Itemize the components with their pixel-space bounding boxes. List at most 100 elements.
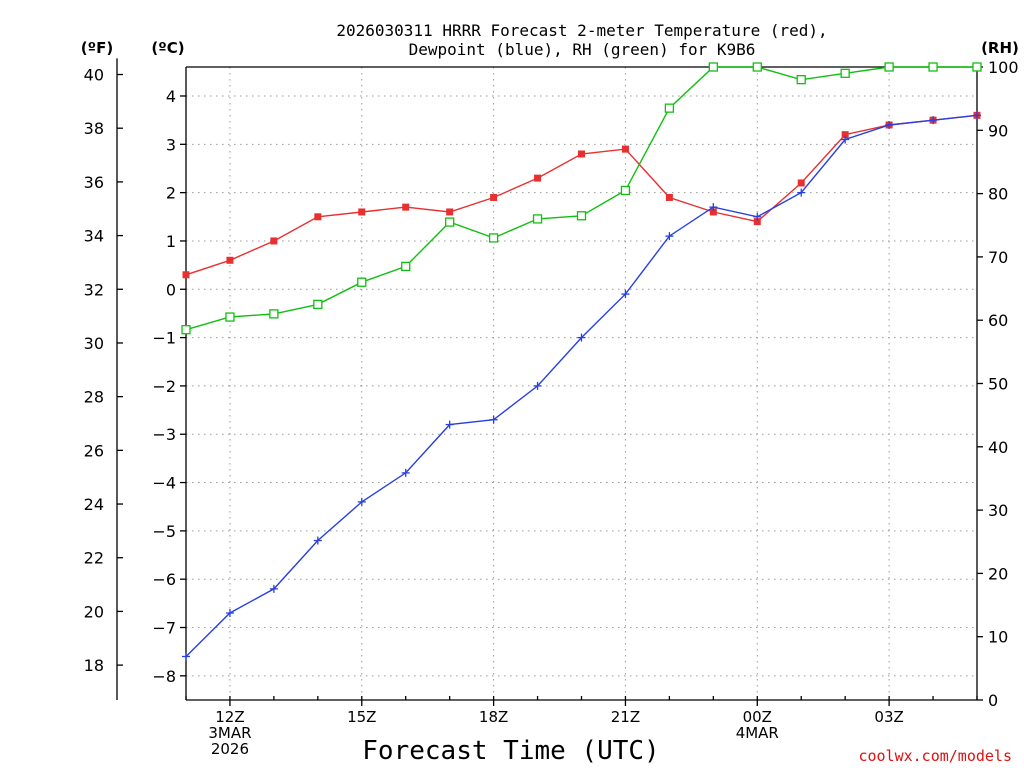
x-tick-label: 2026: [211, 740, 249, 758]
x-axis-label: Forecast Time (UTC): [362, 736, 659, 766]
credit-link[interactable]: coolwx.com/models: [858, 747, 1012, 765]
temperature-point: [753, 218, 761, 226]
x-tick-label: 18Z: [479, 708, 508, 726]
x-tick-label: 00Z: [743, 708, 772, 726]
rh-point: [313, 299, 323, 310]
rh-tick-label: 100: [988, 58, 1019, 77]
fahrenheit-tick-label: 36: [84, 173, 104, 192]
celsius-tick-label: 0: [166, 280, 176, 299]
dewpoint-point: [489, 415, 498, 424]
dewpoint-point: [621, 290, 630, 299]
x-tick-label: 12Z: [215, 708, 244, 726]
dewpoint-point: [357, 497, 366, 506]
rh-point: [928, 62, 938, 72]
temperature-point: [446, 208, 454, 216]
fahrenheit-tick-label: 18: [84, 656, 104, 675]
celsius-tick-label: −6: [152, 570, 176, 589]
temperature-point: [270, 237, 278, 245]
x-tick-label: 4MAR: [736, 724, 779, 742]
temperature-point: [578, 150, 585, 158]
fahrenheit-tick-label: 34: [84, 227, 104, 246]
temperature-point: [226, 256, 234, 264]
x-tick-label: 15Z: [347, 708, 376, 726]
celsius-tick-label: −2: [152, 377, 176, 396]
rh-tick-label: 40: [988, 438, 1008, 457]
celsius-tick-label: −1: [152, 329, 176, 348]
temperature-point: [709, 208, 717, 216]
temperature-point: [665, 193, 673, 201]
ticks-layer: 43210−1−2−3−4−5−6−7−84038363432302826242…: [84, 58, 1019, 758]
rh-point: [401, 261, 411, 272]
temperature-point: [314, 213, 322, 221]
temperature-series-line: [185, 114, 978, 276]
celsius-tick-label: −7: [152, 619, 176, 638]
fahrenheit-tick-label: 24: [84, 495, 104, 514]
rh-point: [708, 62, 718, 72]
dewpoint-point: [533, 381, 542, 390]
temperature-point: [358, 208, 366, 216]
celsius-tick-label: −4: [152, 474, 176, 493]
celsius-tick-label: 4: [166, 87, 176, 106]
rh-point: [357, 277, 367, 287]
fahrenheit-tick-label: 40: [84, 66, 104, 85]
dewpoint-point: [665, 232, 674, 241]
celsius-tick-label: −8: [152, 667, 176, 686]
dewpoint-point: [313, 536, 322, 545]
celsius-tick-label: 1: [166, 232, 176, 251]
fahrenheit-tick-label: 26: [84, 441, 104, 460]
rh-point: [840, 68, 850, 78]
rh-point: [225, 312, 235, 322]
fahrenheit-tick-label: 32: [84, 280, 104, 299]
fahrenheit-tick-label: 30: [84, 334, 104, 353]
dewpoint-point: [929, 116, 938, 125]
x-tick-label: 3MAR: [208, 724, 251, 742]
temperature-point: [534, 174, 542, 182]
temperature-point: [797, 179, 805, 187]
rh-tick-label: 70: [988, 248, 1008, 267]
rh-unit-label: (RH): [981, 39, 1019, 57]
fahrenheit-tick-label: 22: [84, 549, 104, 568]
rh-point: [576, 211, 587, 221]
celsius-tick-label: 3: [166, 135, 176, 154]
rh-point: [445, 217, 455, 227]
fahrenheit-unit-label: (ºF): [81, 39, 113, 57]
rh-tick-label: 90: [988, 121, 1008, 140]
chart-title-line-1: 2026030311 HRRR Forecast 2-meter Tempera…: [336, 21, 827, 40]
x-tick-label: 21Z: [611, 708, 640, 726]
rh-tick-label: 80: [988, 185, 1008, 204]
fahrenheit-tick-label: 20: [84, 602, 104, 621]
chart-title-line-2: Dewpoint (blue), RH (green) for K9B6: [409, 40, 756, 59]
celsius-tick-label: −5: [152, 522, 176, 541]
dewpoint-point: [709, 203, 718, 212]
rh-point: [532, 214, 543, 224]
dewpoint-point: [841, 135, 850, 144]
rh-point: [884, 62, 894, 72]
dewpoint-point: [182, 652, 190, 661]
dewpoint-point: [577, 333, 586, 342]
temperature-point: [402, 203, 410, 211]
rh-point: [972, 62, 982, 72]
rh-point: [269, 309, 279, 319]
dewpoint-point: [973, 111, 981, 120]
series-layer: [181, 62, 982, 661]
rh-tick-label: 10: [988, 628, 1008, 647]
grid-layer: [186, 67, 977, 700]
fahrenheit-tick-label: 38: [84, 119, 104, 138]
rh-point: [181, 325, 191, 335]
dewpoint-point: [445, 420, 454, 429]
dewpoint-point: [269, 584, 278, 593]
rh-tick-label: 20: [988, 564, 1008, 583]
celsius-tick-label: −3: [152, 425, 176, 444]
dewpoint-point: [401, 468, 410, 477]
temperature-point: [182, 271, 190, 279]
x-tick-label: 03Z: [874, 708, 903, 726]
dewpoint-point: [797, 188, 806, 197]
temperature-point: [841, 131, 849, 139]
rh-point: [664, 103, 675, 113]
temperature-point: [490, 193, 498, 201]
rh-tick-label: 30: [988, 501, 1008, 520]
rh-point: [752, 62, 762, 72]
rh-tick-label: 0: [988, 691, 998, 710]
dewpoint-point: [885, 120, 894, 129]
